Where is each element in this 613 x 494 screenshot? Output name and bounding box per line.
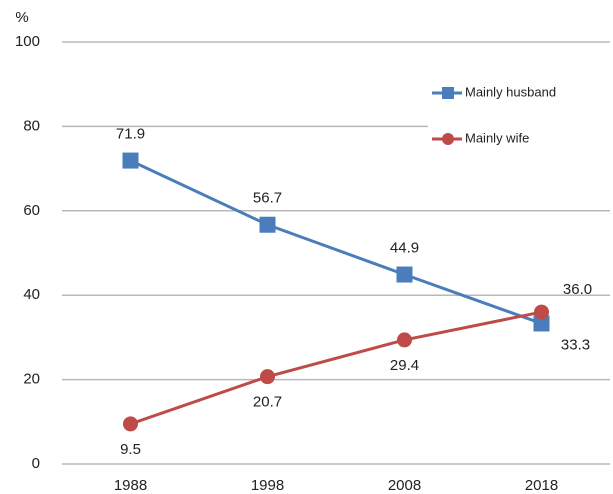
marker: [123, 416, 138, 432]
marker: [533, 315, 550, 332]
legend-background: [428, 75, 610, 157]
y-tick-label: 20: [23, 371, 40, 388]
x-tick-label: 2008: [388, 477, 421, 494]
data-label: 33.3: [561, 336, 590, 353]
y-tick-label: 40: [23, 286, 40, 303]
legend-marker: [442, 87, 454, 99]
y-tick-label: 60: [23, 202, 40, 219]
data-label: 44.9: [390, 239, 419, 256]
data-label: 36.0: [563, 281, 592, 298]
legend-label: Mainly husband: [465, 84, 556, 99]
legend-label: Mainly wife: [465, 130, 529, 145]
data-label: 20.7: [253, 394, 282, 411]
marker: [122, 152, 139, 169]
marker: [396, 266, 413, 283]
data-label: 56.7: [253, 190, 282, 207]
y-tick-label: 80: [23, 117, 40, 134]
legend-marker: [442, 133, 454, 145]
marker: [397, 332, 412, 348]
y-axis-label: %: [15, 9, 28, 26]
x-tick-label: 1988: [114, 477, 147, 494]
y-tick-label: 100: [15, 33, 40, 50]
x-tick-label: 2018: [525, 477, 558, 494]
series-line: [129, 159, 543, 325]
marker: [259, 216, 276, 233]
data-label: 9.5: [120, 441, 141, 458]
marker: [260, 369, 275, 385]
marker: [534, 304, 549, 320]
data-label: 29.4: [390, 357, 419, 374]
data-label: 71.9: [116, 126, 145, 143]
y-tick-label: 0: [32, 455, 40, 472]
x-tick-label: 1998: [251, 477, 284, 494]
series-line: [130, 310, 542, 426]
